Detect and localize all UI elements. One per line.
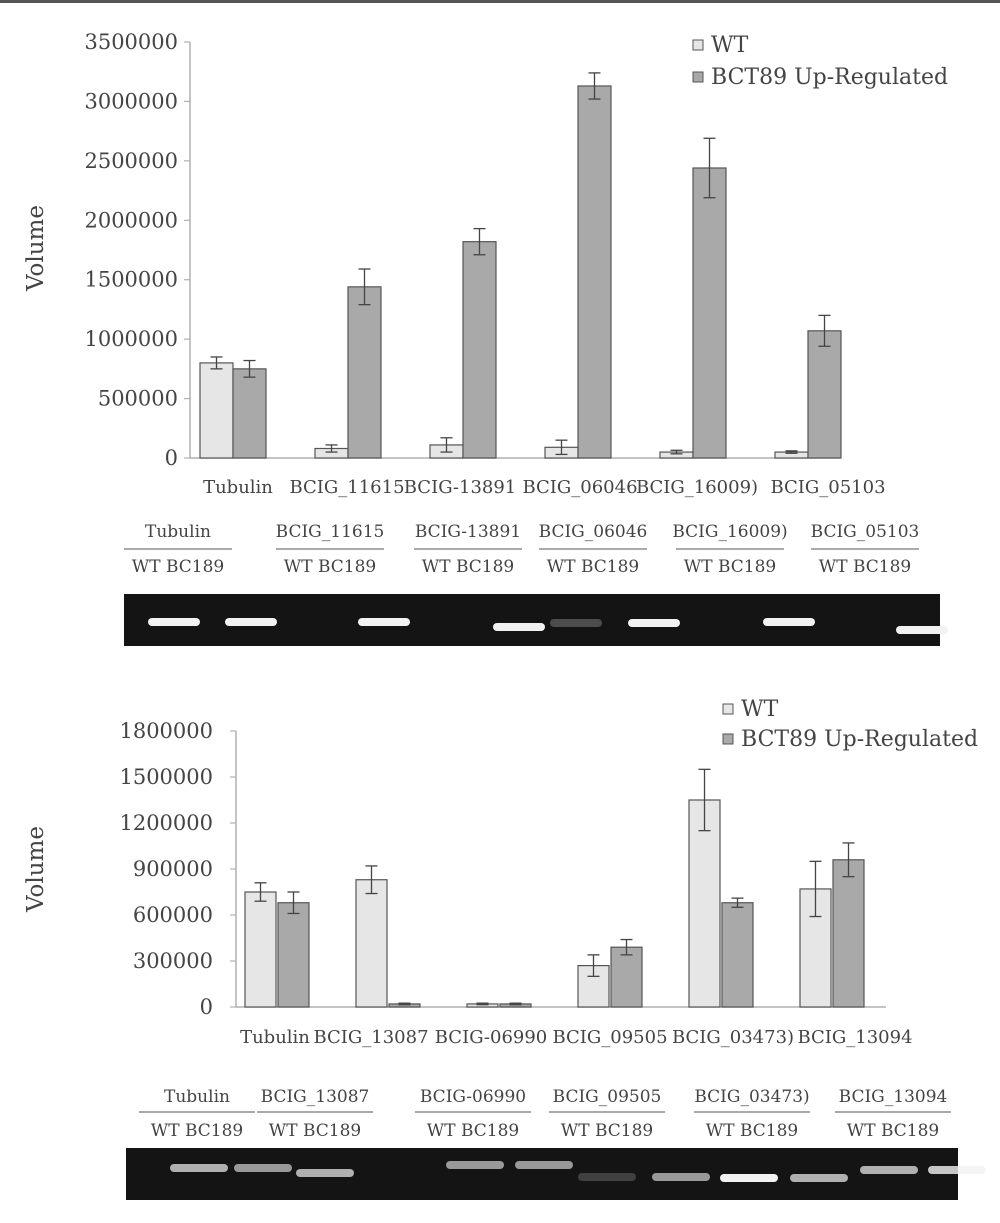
gel2-lane-label: WT BC189 xyxy=(151,1121,243,1141)
chart1-y-tick-label: 500000 xyxy=(98,387,178,411)
gel1-lane-label: WT BC189 xyxy=(132,557,224,577)
gel1-band xyxy=(896,626,948,634)
chart2-y-tick-label: 1800000 xyxy=(119,719,213,743)
chart2-legend-label-wt: WT xyxy=(741,697,779,722)
chart1-legend-label-bct89: BCT89 Up-Regulated xyxy=(711,65,948,90)
chart2-category-label: BCIG_13087 xyxy=(313,1027,428,1048)
chart2-category-label: BCIG_09505 xyxy=(552,1027,667,1048)
gel2-band xyxy=(928,1166,986,1174)
chart1-category-label: BCIG_06046 xyxy=(522,477,637,498)
gel1-lane-label: WT BC189 xyxy=(422,557,514,577)
chart2-category-label: Tubulin xyxy=(240,1027,310,1048)
chart2-y-tick-label: 900000 xyxy=(133,857,213,881)
chart2-y-tick-label: 300000 xyxy=(133,949,213,973)
gel2-band xyxy=(652,1173,710,1181)
gel1-group-label: BCIG_05103 xyxy=(811,522,920,542)
gel1-band xyxy=(358,618,410,626)
gel2-band xyxy=(790,1174,848,1182)
gel1-band xyxy=(225,618,277,626)
gel1-lane-label: WT BC189 xyxy=(684,557,776,577)
chart2-category-label: BCIG-06990 xyxy=(435,1027,548,1048)
top-border-line xyxy=(0,0,1000,3)
gel2-band xyxy=(860,1166,918,1174)
chart1-bar-bct89 xyxy=(692,167,727,459)
gel2-band xyxy=(515,1161,573,1169)
chart2-bar-bct89 xyxy=(610,946,643,1008)
gel2-lane-label: WT BC189 xyxy=(847,1121,939,1141)
chart1-y-tick-label: 3500000 xyxy=(84,30,178,54)
gel1-lane-label: WT BC189 xyxy=(547,557,639,577)
chart1-y-tick-label: 1000000 xyxy=(84,327,178,351)
gel2-band xyxy=(296,1169,354,1177)
chart1-y-axis-label: Volume xyxy=(23,205,49,292)
chart1-bar-wt xyxy=(199,362,234,459)
gel2-group-label: Tubulin xyxy=(164,1087,230,1107)
gel2-band xyxy=(170,1164,228,1172)
gel2-lane-label: WT BC189 xyxy=(269,1121,361,1141)
chart1-bar-bct89 xyxy=(807,330,842,459)
gel2-group-label: BCIG_13087 xyxy=(261,1087,370,1107)
chart1-legend-swatch-wt xyxy=(692,39,704,51)
chart1-legend-label-wt: WT xyxy=(711,33,749,58)
chart2-bar-wt xyxy=(355,879,388,1008)
chart2-category-label: BCIG_13094 xyxy=(797,1027,912,1048)
chart1-y-tick-label: 2000000 xyxy=(84,208,178,232)
gel1-band xyxy=(763,618,815,626)
gel1-group-label: BCIG_06046 xyxy=(539,522,648,542)
chart1-y-tick-label: 2500000 xyxy=(84,149,178,173)
chart1-bar-bct89 xyxy=(462,241,497,459)
gel2-group-label: BCIG_03473) xyxy=(694,1087,809,1107)
chart2-bar-wt xyxy=(244,891,277,1008)
gel1-group-label: BCIG_16009) xyxy=(672,522,787,542)
gel1-band xyxy=(148,618,200,626)
chart2-y-tick-label: 600000 xyxy=(133,903,213,927)
gel2-group-label: BCIG-06990 xyxy=(420,1087,526,1107)
gel2-band xyxy=(720,1174,778,1182)
gel1-band xyxy=(493,623,545,631)
chart1-bar-bct89 xyxy=(577,85,612,459)
chart2-bar-bct89 xyxy=(721,902,754,1008)
gel2-band xyxy=(446,1161,504,1169)
chart1-category-label: BCIG_11615 xyxy=(289,477,404,498)
chart1-bar-bct89 xyxy=(347,286,382,459)
chart1-category-label: BCIG-13891 xyxy=(404,477,517,498)
chart2-legend-swatch-wt xyxy=(722,703,734,715)
gel2-group-label: BCIG_09505 xyxy=(553,1087,662,1107)
chart2-category-label: BCIG_03473) xyxy=(672,1027,794,1048)
chart2-y-tick-label: 1200000 xyxy=(119,811,213,835)
gel1-lane-label: WT BC189 xyxy=(284,557,376,577)
chart2-y-tick-label: 1500000 xyxy=(119,765,213,789)
gel1-group-label: Tubulin xyxy=(145,522,211,542)
gel2-lane-label: WT BC189 xyxy=(706,1121,798,1141)
chart1-bar-bct89 xyxy=(232,368,267,459)
chart1-y-tick-label: 3000000 xyxy=(84,89,178,113)
gel1-band xyxy=(628,619,680,627)
gel2-band xyxy=(578,1173,636,1181)
chart1-legend-swatch-bct89 xyxy=(692,71,704,83)
gel1-group-label: BCIG_11615 xyxy=(276,522,385,542)
chart2-bar-wt xyxy=(688,799,721,1008)
gel1-group-label: BCIG-13891 xyxy=(415,522,521,542)
gel2-band xyxy=(234,1164,292,1172)
chart2-y-axis-label: Volume xyxy=(23,826,49,913)
chart2-y-tick-label: 0 xyxy=(200,995,213,1019)
gel1-band xyxy=(550,619,602,627)
chart1-category-label: Tubulin xyxy=(203,477,273,498)
chart1-category-label: BCIG_05103 xyxy=(770,477,885,498)
chart1-category-label: BCIG_16009) xyxy=(636,477,758,498)
chart1-y-tick-label: 1500000 xyxy=(84,268,178,292)
gel1-lane-label: WT BC189 xyxy=(819,557,911,577)
chart2-legend-label-bct89: BCT89 Up-Regulated xyxy=(741,727,978,752)
chart2-legend-swatch-bct89 xyxy=(722,733,734,745)
gel2-lane-label: WT BC189 xyxy=(427,1121,519,1141)
chart1-y-tick-label: 0 xyxy=(165,446,178,470)
chart2-bar-bct89 xyxy=(277,902,310,1008)
chart2-bar-bct89 xyxy=(832,859,865,1008)
gel2-group-label: BCIG_13094 xyxy=(839,1087,948,1107)
gel2-lane-label: WT BC189 xyxy=(561,1121,653,1141)
